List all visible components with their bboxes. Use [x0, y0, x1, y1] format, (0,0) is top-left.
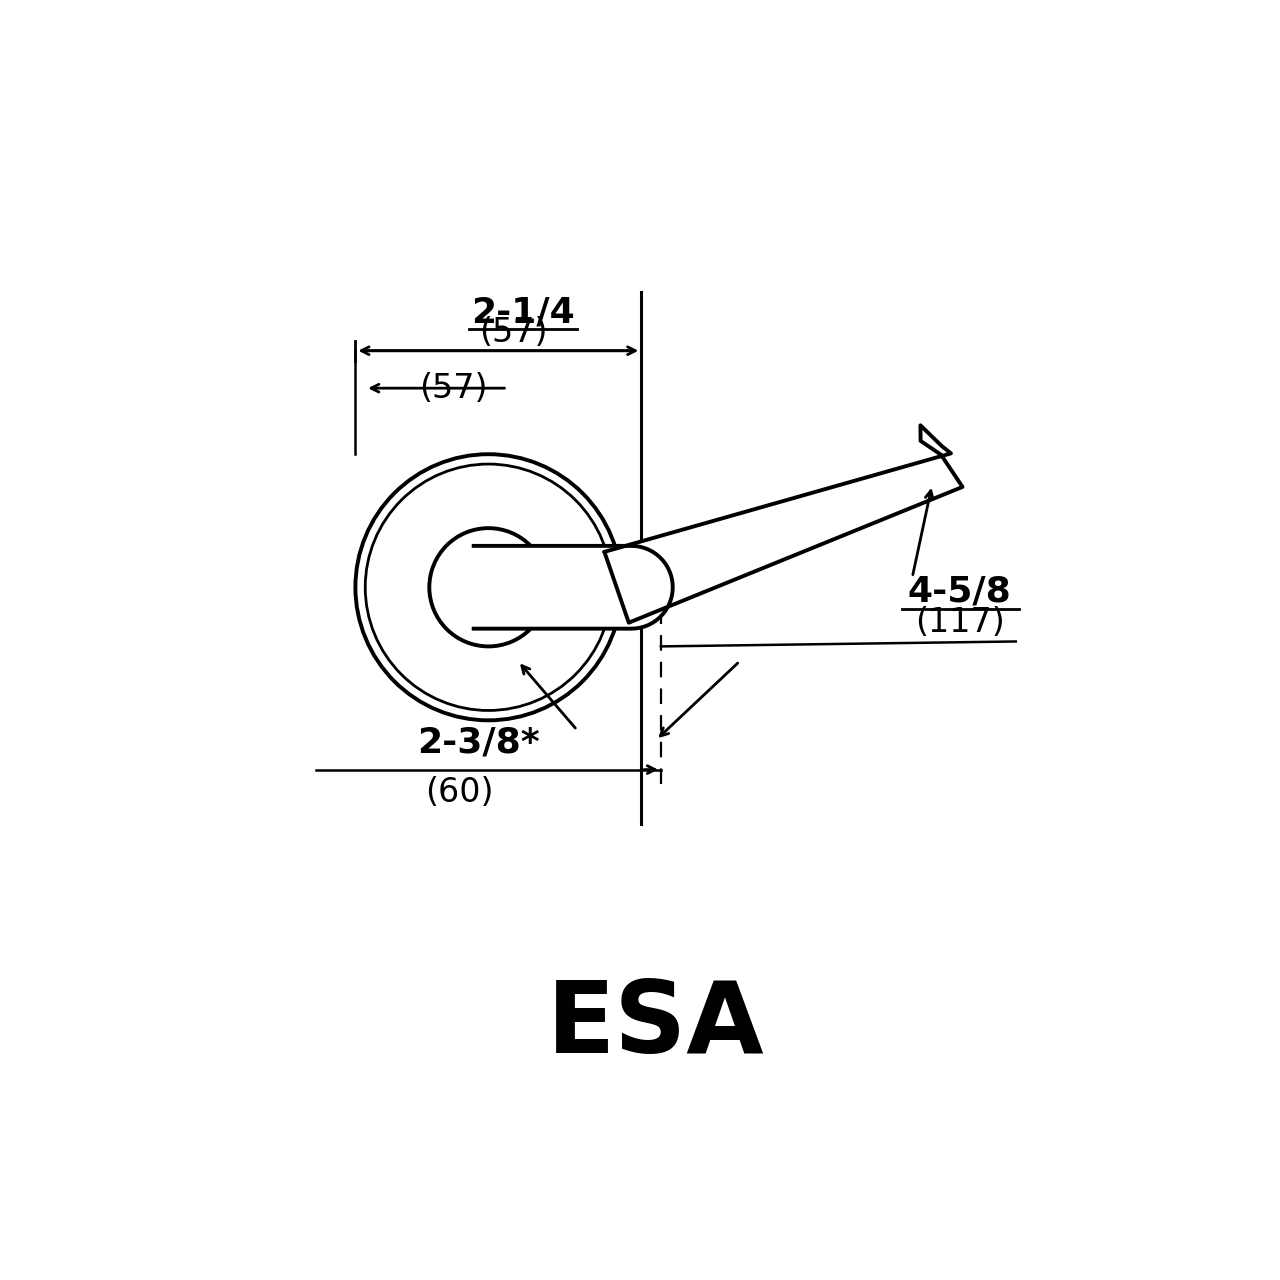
Text: 2-3/8*: 2-3/8* — [417, 726, 540, 760]
Polygon shape — [604, 425, 963, 622]
Text: (57): (57) — [420, 371, 488, 404]
Text: 2-1/4: 2-1/4 — [471, 294, 575, 329]
Text: (117): (117) — [915, 605, 1005, 639]
Text: ESA: ESA — [547, 978, 765, 1074]
Text: (60): (60) — [425, 776, 493, 809]
Polygon shape — [474, 545, 673, 628]
Text: 4-5/8: 4-5/8 — [908, 575, 1011, 609]
Text: (57): (57) — [479, 316, 548, 348]
